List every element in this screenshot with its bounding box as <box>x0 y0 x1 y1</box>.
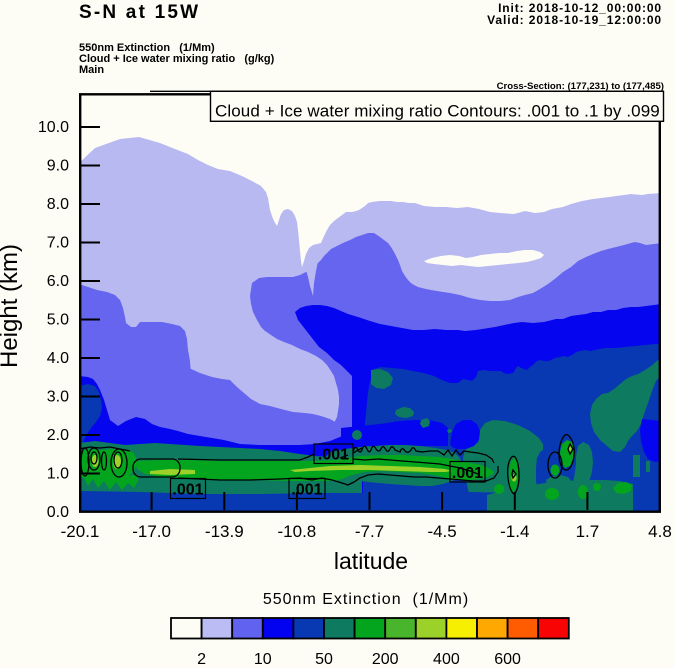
svg-text:Init: 2018-10-12_00:00:00: Init: 2018-10-12_00:00:00 <box>498 1 662 15</box>
svg-text:-7.7: -7.7 <box>355 522 384 541</box>
svg-text:Main: Main <box>79 64 104 76</box>
svg-text:2: 2 <box>197 651 206 668</box>
svg-text:Height (km): Height (km) <box>0 244 23 368</box>
svg-text:1.0: 1.0 <box>47 466 69 483</box>
svg-text:-17.0: -17.0 <box>132 522 171 541</box>
svg-text:3.0: 3.0 <box>47 389 69 406</box>
svg-text:.001: .001 <box>318 447 349 464</box>
svg-text:550nm Extinction (1/Mm): 550nm Extinction (1/Mm) <box>79 42 215 54</box>
svg-text:600: 600 <box>494 651 521 668</box>
svg-text:10.0: 10.0 <box>38 119 69 136</box>
svg-text:550nm Extinction (1/Mm): 550nm Extinction (1/Mm) <box>263 591 469 608</box>
svg-text:5.0: 5.0 <box>47 312 69 329</box>
svg-text:Valid: 2018-10-19_12:00:00: Valid: 2018-10-19_12:00:00 <box>487 13 662 27</box>
svg-text:4.8: 4.8 <box>648 522 672 541</box>
svg-text:6.0: 6.0 <box>47 273 69 290</box>
svg-text:7.0: 7.0 <box>47 235 69 252</box>
svg-text:.001: .001 <box>291 482 322 499</box>
svg-text:10: 10 <box>254 651 272 668</box>
svg-text:0.0: 0.0 <box>47 504 69 521</box>
svg-text:-4.5: -4.5 <box>427 522 456 541</box>
svg-text:400: 400 <box>433 651 460 668</box>
svg-text:-13.9: -13.9 <box>205 522 244 541</box>
svg-text:1.7: 1.7 <box>576 522 600 541</box>
svg-text:-20.1: -20.1 <box>61 522 100 541</box>
svg-text:Cross-Section: (177,231) to (1: Cross-Section: (177,231) to (177,485) <box>497 81 664 92</box>
svg-text:.001: .001 <box>452 465 483 482</box>
svg-text:200: 200 <box>372 651 399 668</box>
svg-text:50: 50 <box>315 651 333 668</box>
svg-text:latitude: latitude <box>334 548 408 574</box>
svg-text:Cloud + Ice water mixing ratio: Cloud + Ice water mixing ratio Contours:… <box>215 102 660 121</box>
svg-text:4.0: 4.0 <box>47 350 69 367</box>
svg-text:-10.8: -10.8 <box>278 522 317 541</box>
svg-text:8.0: 8.0 <box>47 196 69 213</box>
svg-text:2.0: 2.0 <box>47 427 69 444</box>
svg-text:-1.4: -1.4 <box>500 522 529 541</box>
svg-text:9.0: 9.0 <box>47 158 69 175</box>
svg-text:S-N at 15W: S-N at 15W <box>79 2 200 23</box>
svg-text:.001: .001 <box>172 482 203 499</box>
svg-text:Cloud + Ice water mixing ratio: Cloud + Ice water mixing ratio (g/kg) <box>79 53 275 65</box>
